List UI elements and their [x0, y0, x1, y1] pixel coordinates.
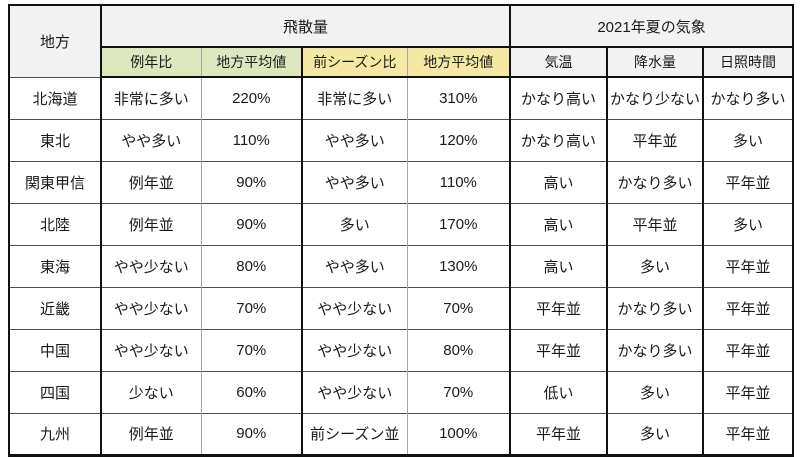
data-cell: 平年並: [702, 328, 794, 371]
region-cell: 北海道: [9, 76, 101, 119]
corner-header-region: 地方: [9, 5, 101, 77]
data-cell: 310%: [406, 76, 511, 119]
col-header-sunshine-hours: 日照時間: [702, 47, 794, 78]
data-cell: 平年並: [702, 244, 794, 287]
data-cell: 多い: [702, 118, 794, 161]
data-cell: 多い: [702, 202, 794, 245]
data-cell: 高い: [509, 202, 608, 245]
data-cell: やや少ない: [100, 328, 201, 371]
data-cell: 170%: [406, 202, 511, 245]
data-cell: 平年並: [509, 412, 608, 455]
data-cell: やや少ない: [100, 286, 201, 329]
col-header-regional-average-1: 地方平均値: [200, 47, 302, 78]
col-header-temperature: 気温: [509, 47, 608, 78]
region-cell: 東海: [9, 244, 101, 287]
data-cell: 前シーズン並: [301, 412, 407, 455]
data-cell: 例年並: [100, 160, 201, 203]
group-header-dispersal: 飛散量: [99, 5, 511, 48]
data-cell: やや多い: [301, 118, 407, 161]
region-cell: 関東甲信: [9, 160, 101, 203]
data-cell: 70%: [200, 286, 302, 329]
data-cell: 平年並: [702, 286, 794, 329]
data-cell: 例年並: [100, 202, 201, 245]
data-cell: 例年並: [100, 412, 201, 455]
data-cell: 平年並: [606, 118, 704, 161]
data-cell: 90%: [200, 160, 302, 203]
data-cell: 多い: [606, 412, 704, 455]
data-cell: 多い: [606, 244, 704, 287]
data-cell: やや多い: [100, 118, 201, 161]
data-cell: 少ない: [100, 370, 201, 413]
data-cell: 70%: [406, 286, 511, 329]
data-cell: 220%: [200, 76, 302, 119]
col-header-vs-last-season: 前シーズン比: [301, 47, 407, 78]
data-cell: やや多い: [301, 160, 407, 203]
data-cell: 平年並: [509, 286, 608, 329]
region-cell: 九州: [9, 412, 101, 455]
table-row: 北陸 例年並 90% 多い 170% 高い 平年並 多い: [9, 202, 794, 245]
data-cell: かなり高い: [509, 118, 608, 161]
data-cell: 多い: [606, 370, 704, 413]
data-cell: 70%: [200, 328, 302, 371]
data-cell: 非常に多い: [100, 76, 201, 119]
data-cell: 高い: [509, 160, 608, 203]
data-cell: 110%: [200, 118, 302, 161]
data-cell: かなり多い: [606, 286, 704, 329]
pollen-forecast-table: 地方 飛散量 2021年夏の気象 例年比 地方平均値 前シーズン比 地方平均値 …: [8, 4, 795, 457]
region-cell: 東北: [9, 118, 101, 161]
data-cell: 130%: [406, 244, 511, 287]
data-cell: 100%: [406, 412, 511, 455]
data-cell: 低い: [509, 370, 608, 413]
table-row: 中国 やや少ない 70% やや少ない 80% 平年並 かなり多い 平年並: [9, 328, 794, 371]
data-cell: 90%: [200, 412, 302, 455]
region-cell: 北陸: [9, 202, 101, 245]
data-cell: 80%: [406, 328, 511, 371]
data-cell: 平年並: [702, 370, 794, 413]
region-cell: 中国: [9, 328, 101, 371]
col-header-regional-average-2: 地方平均値: [406, 47, 511, 78]
table-row: 近畿 やや少ない 70% やや少ない 70% 平年並 かなり多い 平年並: [9, 286, 794, 329]
data-cell: やや多い: [301, 244, 407, 287]
data-cell: 平年並: [606, 202, 704, 245]
data-cell: 70%: [406, 370, 511, 413]
data-cell: 110%: [406, 160, 511, 203]
data-cell: やや少ない: [301, 286, 407, 329]
table-row: 東海 やや少ない 80% やや多い 130% 高い 多い 平年並: [9, 244, 794, 287]
group-header-row: 地方 飛散量 2021年夏の気象: [9, 5, 794, 77]
data-cell: かなり多い: [606, 160, 704, 203]
table-header: 地方 飛散量 2021年夏の気象 例年比 地方平均値 前シーズン比 地方平均値 …: [9, 5, 794, 78]
data-cell: かなり少ない: [606, 76, 704, 119]
data-cell: 平年並: [702, 160, 794, 203]
table-row: 関東甲信 例年並 90% やや多い 110% 高い かなり多い 平年並: [9, 160, 794, 203]
data-cell: 60%: [200, 370, 302, 413]
data-cell: かなり多い: [606, 328, 704, 371]
data-cell: 非常に多い: [301, 76, 407, 119]
table-row: 北海道 非常に多い 220% 非常に多い 310% かなり高い かなり少ない かなり多い: [9, 76, 794, 119]
data-cell: 平年並: [702, 412, 794, 455]
region-cell: 四国: [9, 370, 101, 413]
data-cell: 平年並: [509, 328, 608, 371]
data-cell: かなり高い: [509, 76, 608, 119]
data-cell: 90%: [200, 202, 302, 245]
data-cell: やや少ない: [301, 328, 407, 371]
table-body: 北海道 非常に多い 220% 非常に多い 310% かなり高い かなり少ない かなり多い 東北や…: [9, 76, 794, 455]
data-cell: 80%: [200, 244, 302, 287]
region-cell: 近畿: [9, 286, 101, 329]
data-cell: やや少ない: [301, 370, 407, 413]
col-header-precipitation: 降水量: [606, 47, 704, 78]
data-cell: かなり多い: [702, 76, 794, 119]
data-cell: 高い: [509, 244, 608, 287]
col-header-vs-average-year: 例年比: [100, 47, 201, 78]
table-row: 四国 少ない 60% やや少ない 70% 低い 多い 平年並: [9, 370, 794, 413]
sub-header-row: 例年比 地方平均値 前シーズン比 地方平均値 気温 降水量 日照時間: [9, 47, 794, 78]
group-header-weather-2021: 2021年夏の気象: [509, 5, 794, 48]
table-row: 九州 例年並 90% 前シーズン並 100% 平年並 多い 平年並: [9, 412, 794, 455]
data-cell: 120%: [406, 118, 511, 161]
data-cell: やや少ない: [100, 244, 201, 287]
data-cell: 多い: [301, 202, 407, 245]
table-row: 東北 やや多い 110% やや多い 120% かなり高い 平年並 多い: [9, 118, 794, 161]
